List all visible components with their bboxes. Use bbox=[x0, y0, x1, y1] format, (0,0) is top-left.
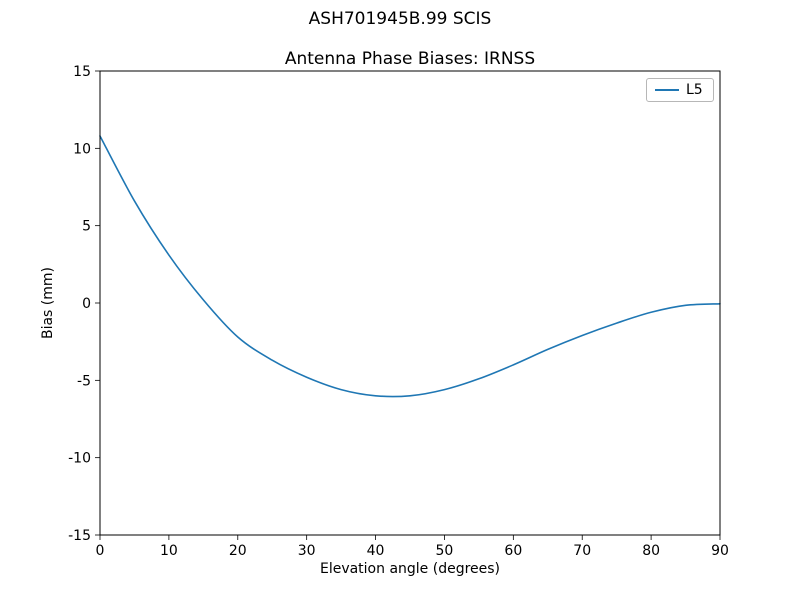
y-tick-label: -15 bbox=[68, 528, 91, 544]
x-axis-label: Elevation angle (degrees) bbox=[319, 561, 501, 577]
y-tick-label: 0 bbox=[82, 296, 91, 312]
x-tick-label: 10 bbox=[160, 543, 178, 559]
x-tick-label: 30 bbox=[298, 543, 316, 559]
x-tick-label: 50 bbox=[436, 543, 454, 559]
axes-box bbox=[99, 70, 721, 536]
legend: L5 bbox=[646, 78, 714, 102]
x-tick-label: 20 bbox=[229, 543, 247, 559]
y-tick-label: 10 bbox=[73, 141, 91, 157]
axes-title: Antenna Phase Biases: IRNSS bbox=[284, 49, 536, 69]
y-tick-label: 5 bbox=[82, 219, 91, 235]
y-tick-label: 15 bbox=[73, 64, 91, 80]
x-tick-label: 80 bbox=[642, 543, 660, 559]
figure-title: ASH701945B.99 SCIS bbox=[308, 9, 492, 29]
legend-label: L5 bbox=[686, 82, 703, 98]
y-tick-label: -10 bbox=[68, 451, 91, 467]
x-tick-label: 40 bbox=[367, 543, 385, 559]
x-tick-label: 0 bbox=[96, 543, 105, 559]
x-tick-label: 70 bbox=[573, 543, 591, 559]
x-tick-label: 90 bbox=[711, 543, 729, 559]
x-tick-label: 60 bbox=[504, 543, 522, 559]
line-series-l5 bbox=[99, 135, 721, 398]
legend-line-sample bbox=[655, 89, 679, 91]
y-tick-label: -5 bbox=[77, 373, 91, 389]
